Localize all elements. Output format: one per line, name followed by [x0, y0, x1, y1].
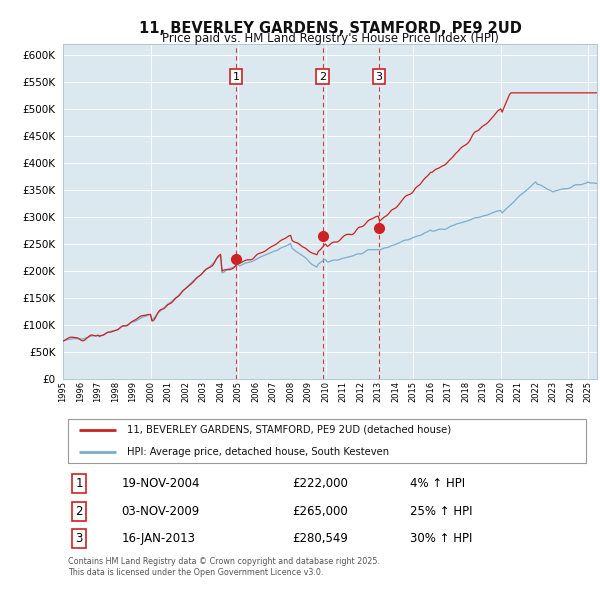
- Text: 25% ↑ HPI: 25% ↑ HPI: [410, 504, 473, 517]
- Text: 2004: 2004: [216, 381, 225, 402]
- Text: 2005: 2005: [233, 381, 242, 402]
- Text: 2002: 2002: [181, 381, 190, 402]
- Text: 19-NOV-2004: 19-NOV-2004: [122, 477, 200, 490]
- Text: 2010: 2010: [321, 381, 330, 402]
- Text: 1999: 1999: [128, 381, 137, 402]
- Text: 1: 1: [232, 71, 239, 81]
- Text: 2009: 2009: [304, 381, 313, 402]
- Text: 2007: 2007: [269, 381, 278, 402]
- Text: 2018: 2018: [461, 381, 470, 402]
- Text: 1998: 1998: [111, 381, 120, 402]
- Text: 1997: 1997: [94, 381, 103, 402]
- Text: 2024: 2024: [566, 381, 575, 402]
- Text: 16-JAN-2013: 16-JAN-2013: [122, 532, 196, 545]
- Text: 2013: 2013: [374, 381, 383, 402]
- Text: 1996: 1996: [76, 381, 85, 402]
- Text: 30% ↑ HPI: 30% ↑ HPI: [410, 532, 472, 545]
- Text: 11, BEVERLEY GARDENS, STAMFORD, PE9 2UD (detached house): 11, BEVERLEY GARDENS, STAMFORD, PE9 2UD …: [127, 425, 451, 435]
- Text: £280,549: £280,549: [293, 532, 349, 545]
- Text: £222,000: £222,000: [293, 477, 349, 490]
- Text: 2001: 2001: [164, 381, 173, 402]
- Text: 2012: 2012: [356, 381, 365, 402]
- Text: Price paid vs. HM Land Registry's House Price Index (HPI): Price paid vs. HM Land Registry's House …: [161, 32, 499, 45]
- Text: 4% ↑ HPI: 4% ↑ HPI: [410, 477, 465, 490]
- Text: 2025: 2025: [584, 381, 593, 402]
- Text: 2017: 2017: [443, 381, 452, 402]
- Text: 2003: 2003: [199, 381, 208, 402]
- Text: 2014: 2014: [391, 381, 400, 402]
- Text: 2006: 2006: [251, 381, 260, 402]
- Text: 3: 3: [376, 71, 382, 81]
- Text: 2023: 2023: [549, 381, 558, 402]
- Text: 2: 2: [319, 71, 326, 81]
- Text: 2: 2: [75, 504, 83, 517]
- Text: 03-NOV-2009: 03-NOV-2009: [122, 504, 200, 517]
- Text: 2019: 2019: [479, 381, 488, 402]
- Text: 3: 3: [76, 532, 83, 545]
- Text: 2021: 2021: [514, 381, 523, 402]
- Text: Contains HM Land Registry data © Crown copyright and database right 2025.
This d: Contains HM Land Registry data © Crown c…: [68, 557, 380, 576]
- Text: 2015: 2015: [409, 381, 418, 402]
- Text: 2008: 2008: [286, 381, 295, 402]
- Text: £265,000: £265,000: [293, 504, 349, 517]
- Text: 2016: 2016: [426, 381, 435, 402]
- Text: 1: 1: [75, 477, 83, 490]
- Text: 1995: 1995: [59, 381, 68, 402]
- Text: 2011: 2011: [338, 381, 347, 402]
- Text: 2022: 2022: [531, 381, 540, 402]
- Text: HPI: Average price, detached house, South Kesteven: HPI: Average price, detached house, Sout…: [127, 447, 389, 457]
- Text: 11, BEVERLEY GARDENS, STAMFORD, PE9 2UD: 11, BEVERLEY GARDENS, STAMFORD, PE9 2UD: [139, 21, 521, 35]
- Text: 2020: 2020: [496, 381, 505, 402]
- Text: 2000: 2000: [146, 381, 155, 402]
